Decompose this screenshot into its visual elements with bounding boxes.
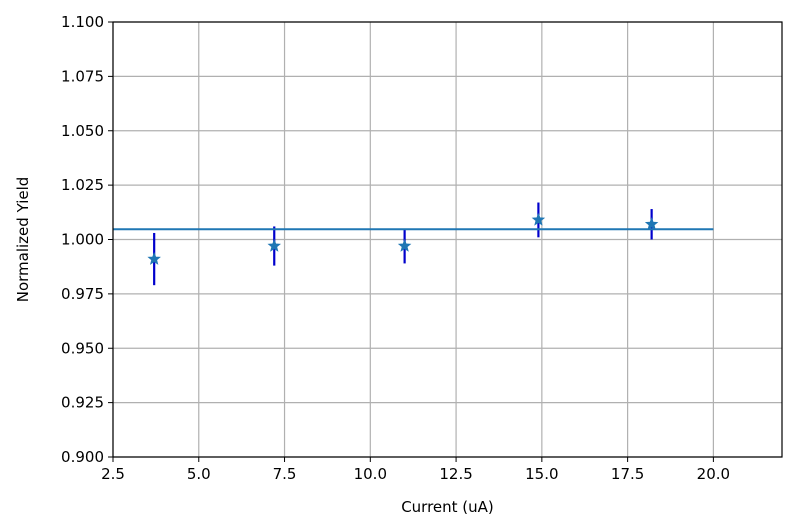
y-tick-label: 0.975	[61, 285, 104, 303]
x-tick-label: 15.0	[525, 465, 558, 483]
x-tick-label: 20.0	[697, 465, 730, 483]
data-point	[397, 238, 412, 252]
x-tick-label: 7.5	[273, 465, 297, 483]
data-point	[267, 238, 281, 252]
y-tick-label: 0.950	[61, 339, 104, 357]
data-point	[147, 251, 161, 265]
y-tick-label: 1.025	[61, 176, 104, 194]
x-tick-label: 10.0	[354, 465, 387, 483]
y-tick-label: 1.000	[61, 231, 104, 249]
series	[113, 202, 714, 286]
y-tick-label: 0.900	[61, 448, 104, 466]
grid	[112, 21, 782, 458]
y-tick-label: 1.100	[61, 13, 104, 31]
y-tick-label: 1.050	[61, 122, 104, 140]
data-point	[644, 217, 659, 231]
x-tick-label: 2.5	[101, 465, 125, 483]
data-point	[531, 212, 546, 226]
y-axis-label: Normalized Yield	[14, 177, 32, 303]
x-tick-label: 5.0	[187, 465, 211, 483]
y-tick-label: 0.925	[61, 394, 104, 412]
y-tick-label: 1.075	[61, 67, 104, 85]
x-axis-label: Current (uA)	[401, 498, 494, 516]
x-tick-label: 17.5	[611, 465, 644, 483]
ticks: 2.5 5.0 7.5 10.0 12.5 15.0 17.5 20.0 0.900 0.925 0…	[61, 13, 730, 483]
x-tick-label: 12.5	[439, 465, 472, 483]
